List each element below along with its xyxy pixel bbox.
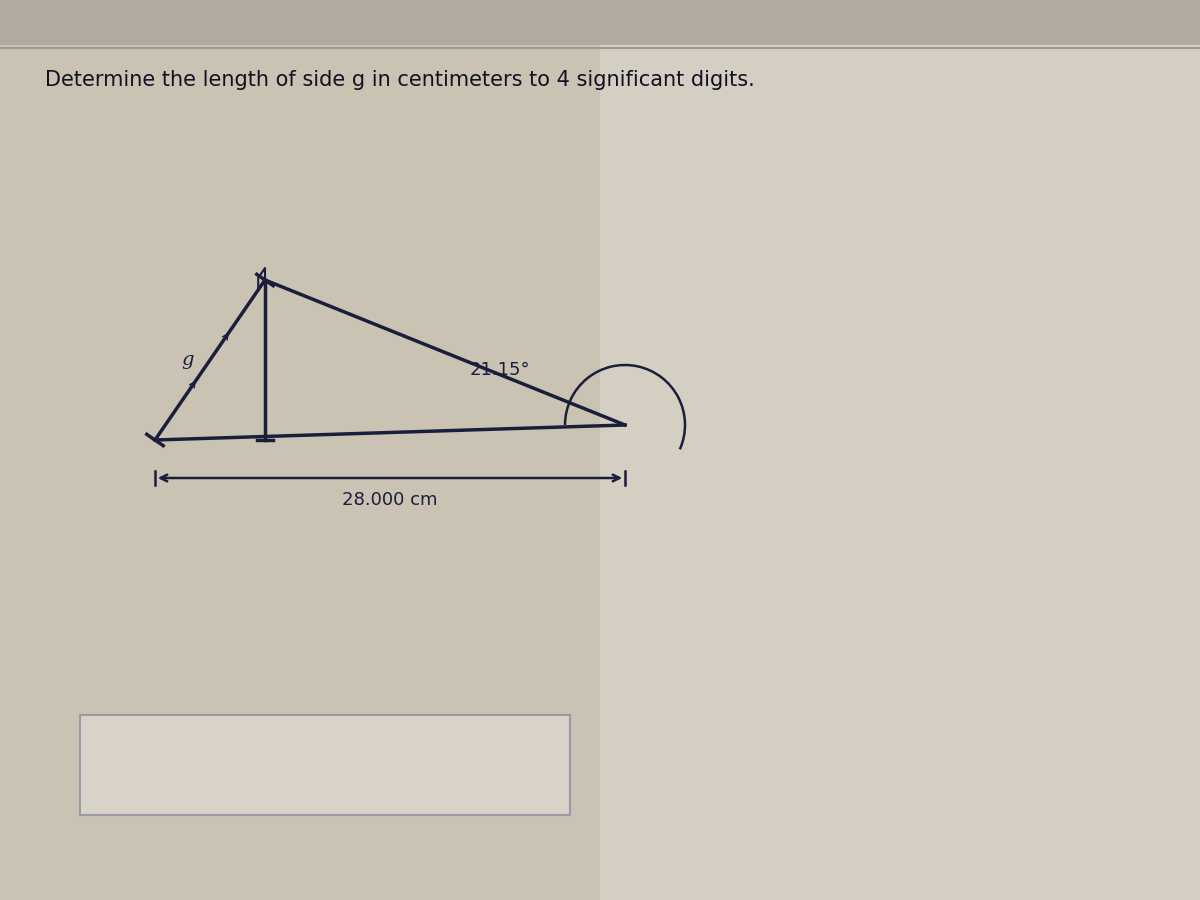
FancyBboxPatch shape	[80, 715, 570, 815]
Bar	[600, 45, 1200, 900]
Bar	[0, 0, 1200, 45]
Text: g: g	[181, 351, 194, 369]
Text: 28.000 cm: 28.000 cm	[342, 491, 438, 509]
Bar	[0, 45, 600, 900]
Text: 21.15°: 21.15°	[470, 361, 530, 379]
Text: Determine the length of side g in centimeters to 4 significant digits.: Determine the length of side g in centim…	[46, 70, 755, 90]
